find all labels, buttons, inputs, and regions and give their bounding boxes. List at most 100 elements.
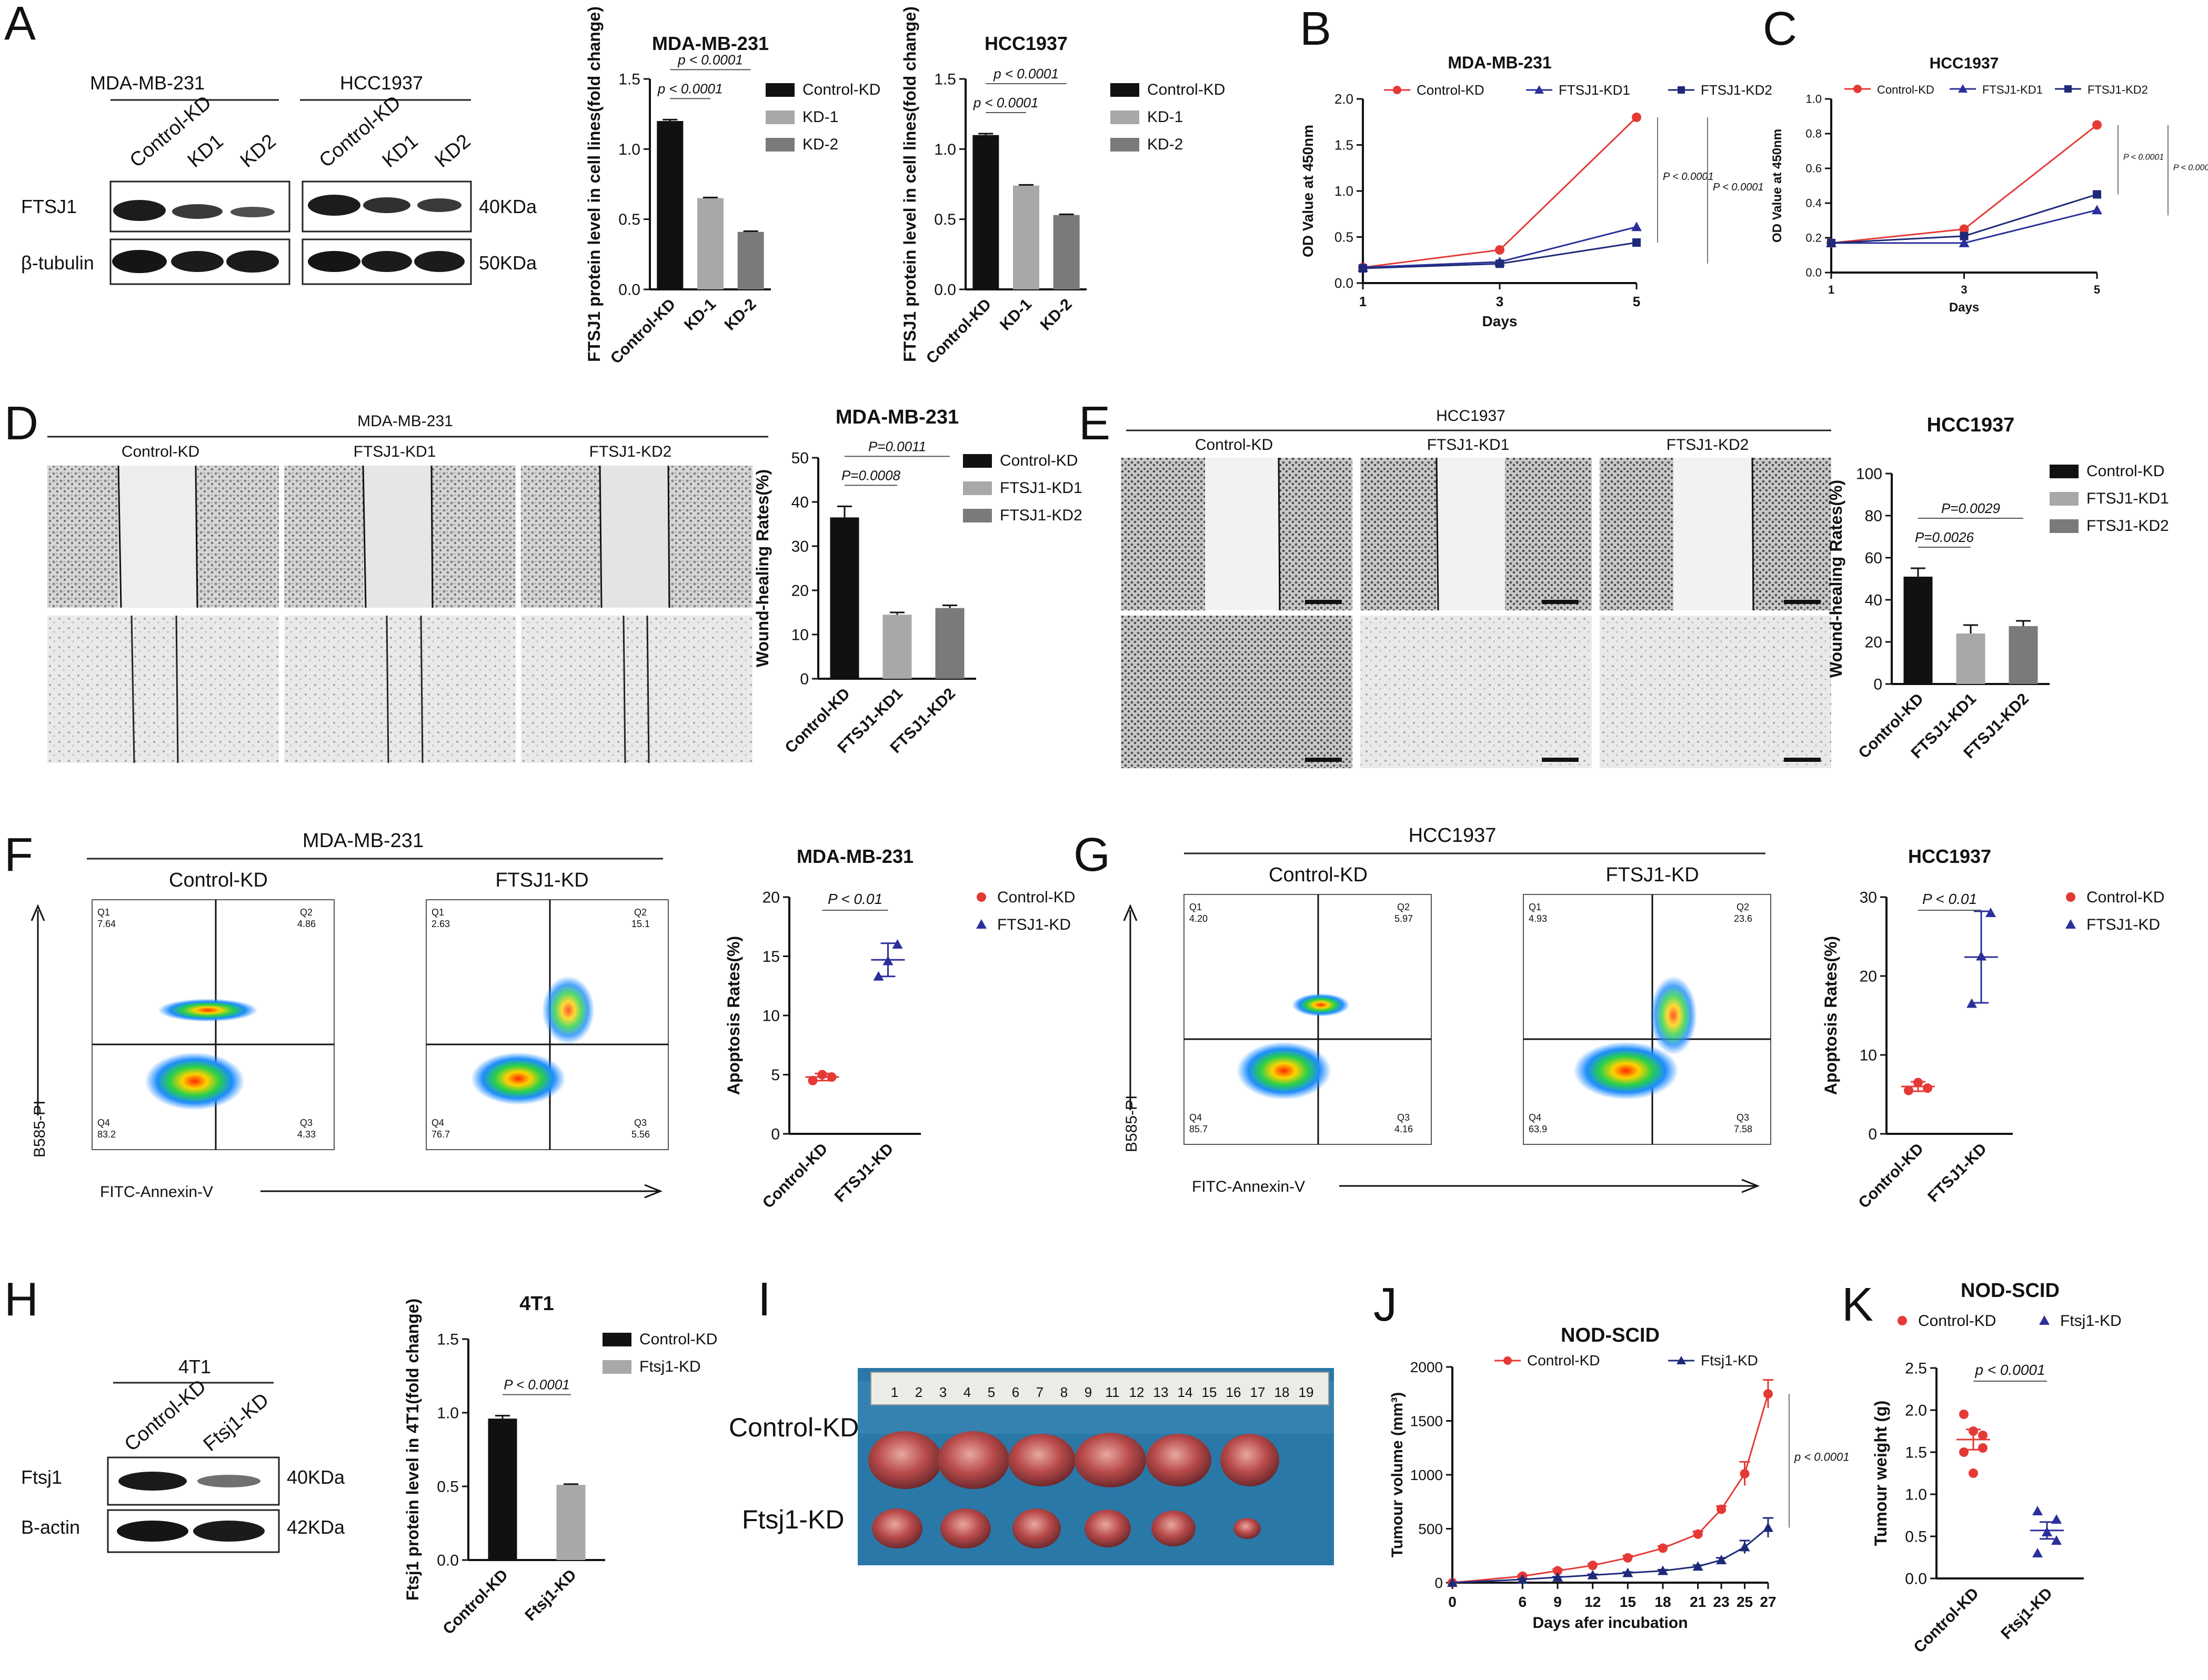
wound-healing-images-e: HCC1937 Control-KD FTSJ1-KD1 FTSJ1-KD2 <box>1121 407 1831 768</box>
chart-title: HCC1937 <box>985 33 1068 54</box>
chart-E: 0 20 40 60 80 100 HCC1937 Wound-healing Rates(%… <box>1826 414 2169 762</box>
chart-title: NOD-SCID <box>1561 1324 1660 1346</box>
panel-label-f: F <box>4 829 33 881</box>
quadrant-value: 76.7 <box>431 1129 450 1140</box>
y-tick-label: 0.2 <box>1805 232 1822 245</box>
y-tick-label: 0 <box>1434 1575 1443 1591</box>
legend-marker <box>2064 85 2072 93</box>
y-tick-label: 0 <box>771 1126 780 1143</box>
ruler-number: 13 <box>1153 1384 1169 1400</box>
data-point <box>2051 1535 2062 1545</box>
bar <box>556 1485 586 1560</box>
y-tick-label: 1.5 <box>437 1331 459 1349</box>
quadrant-label: Q4 <box>1189 1112 1202 1123</box>
data-point <box>1658 1565 1668 1575</box>
quadrant-value: 83.2 <box>97 1129 116 1140</box>
y-tick-label: 2.5 <box>1905 1360 1927 1377</box>
legend-marker <box>1898 1316 1907 1325</box>
significance-label: P < 0.0001 <box>2123 153 2164 162</box>
y-tick-label: 15 <box>762 948 780 965</box>
quadrant-value: 4.16 <box>1394 1124 1413 1134</box>
significance-label: P=0.0011 <box>868 438 926 454</box>
data-point <box>1447 1577 1458 1587</box>
y-tick-label: 5 <box>771 1067 780 1084</box>
legend-swatch <box>1110 83 1139 97</box>
ruler-number: 1 <box>891 1384 898 1400</box>
significance-label: P=0.0008 <box>841 467 901 483</box>
x-tick-label: 15 <box>1620 1594 1636 1610</box>
chart-title: HCC1937 <box>1927 414 2015 436</box>
lane-label: KD2 <box>236 130 280 172</box>
legend-marker <box>1678 86 1685 94</box>
y-axis-label: Apoptosis Rates(%) <box>724 936 743 1095</box>
data-point <box>1587 1570 1598 1580</box>
x-tick-label: Control-KD <box>923 296 995 367</box>
data-point <box>1740 1468 1750 1478</box>
legend-label: FTSJ1-KD1 <box>1559 82 1630 98</box>
quadrant-label: Q3 <box>300 1118 313 1128</box>
legend-swatch <box>766 83 795 97</box>
data-point <box>1359 264 1367 273</box>
blot-cell-line-hcc: HCC1937 <box>340 72 423 94</box>
x-tick-label: KD-2 <box>1037 296 1076 334</box>
y-tick-label: 1.0 <box>437 1405 459 1422</box>
legend-label: KD-1 <box>802 108 838 126</box>
legend-label: FTSJ1-KD1 <box>1982 83 2043 96</box>
flow-plot-title: Control-KD <box>1269 864 1368 886</box>
x-tick-label: KD-1 <box>997 296 1035 334</box>
quadrant-value: 63.9 <box>1529 1124 1547 1134</box>
bar <box>657 121 684 289</box>
chart-J: 0 500 1000 1500 2000 NOD-SCID Tumour volume (m… <box>1389 1324 1850 1632</box>
chart-F: 0 5 10 15 20 MDA-MB-231 Apoptosis Rates(%) Cont… <box>724 846 1075 1212</box>
panel-label-a: A <box>4 0 36 50</box>
y-tick-label: 0.0 <box>1905 1571 1927 1588</box>
y-tick-label: 1.5 <box>1334 137 1353 153</box>
data-point <box>1966 998 1977 1008</box>
y-tick-label: 0.0 <box>618 281 640 299</box>
x-tick-label: Ftsj1-KD <box>1998 1585 2056 1643</box>
flow-xlabel: FITC-Annexin-V <box>1192 1178 1305 1195</box>
significance-label: P < 0.0001 <box>504 1377 570 1393</box>
bar <box>2009 626 2038 684</box>
tumour-control <box>1075 1433 1146 1487</box>
ruler-number: 5 <box>988 1384 995 1400</box>
legend-label: Control-KD <box>1877 83 1934 96</box>
legend-swatch <box>766 138 795 152</box>
protein-label: β-tubulin <box>21 252 94 274</box>
tumour-knockdown <box>1233 1518 1261 1539</box>
protein-label: B-actin <box>21 1516 80 1538</box>
legend-label: Ftsj1-KD <box>639 1358 701 1375</box>
significance-label: P=0.0029 <box>1941 500 2000 516</box>
legend-label: FTSJ1-KD2 <box>1701 82 1772 98</box>
lane-label: KD1 <box>378 130 423 172</box>
data-point <box>1552 1572 1563 1582</box>
data-point <box>2032 1548 2043 1557</box>
y-tick-label: 0.0 <box>934 281 956 299</box>
data-point <box>1693 1529 1703 1539</box>
data-point <box>2093 190 2101 199</box>
data-point <box>2092 205 2102 215</box>
ruler-number: 9 <box>1085 1384 1092 1400</box>
micrograph-condition: FTSJ1-KD2 <box>1667 436 1749 454</box>
y-tick-label: 0.5 <box>934 211 956 228</box>
flow-plot-title: FTSJ1-KD <box>1605 864 1699 886</box>
flow-header: MDA-MB-231 <box>303 830 424 852</box>
y-tick-label: 40 <box>1865 592 1882 609</box>
quadrant-label: Q4 <box>1529 1112 1541 1123</box>
data-point <box>1496 259 1504 268</box>
size-marker: 42KDa <box>287 1516 345 1538</box>
significance-label: p < 0.0001 <box>1974 1362 2045 1378</box>
legend-swatch <box>2050 492 2079 506</box>
bar <box>1053 215 1080 289</box>
legend-marker <box>977 892 986 902</box>
ruler-number: 4 <box>964 1384 971 1400</box>
ruler-number: 3 <box>939 1384 947 1400</box>
blot-cell-line-mda: MDA-MB-231 <box>90 72 205 94</box>
micrograph-condition: Control-KD <box>122 443 199 460</box>
y-tick-label: 0.5 <box>1334 229 1353 245</box>
size-marker: 50KDa <box>479 252 537 274</box>
panel-label-j: J <box>1373 1279 1397 1331</box>
data-point <box>1717 1504 1727 1514</box>
y-tick-label: 80 <box>1865 508 1882 525</box>
